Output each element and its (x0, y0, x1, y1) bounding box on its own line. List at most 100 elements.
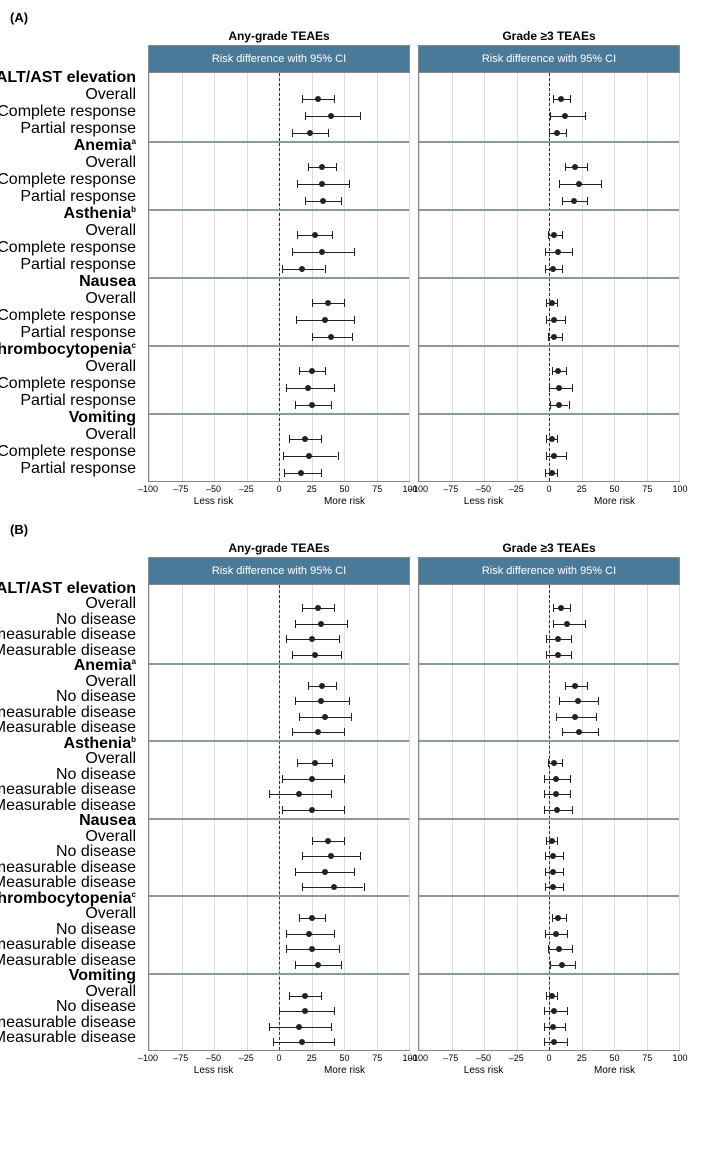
tick-label: 50 (609, 1053, 619, 1063)
axis-annot-more: More risk (324, 1065, 365, 1076)
forest-plot (418, 585, 680, 1051)
axis-annot-more: More risk (594, 1065, 635, 1076)
point-estimate (331, 884, 337, 890)
point-estimate (554, 807, 560, 813)
point-estimate (556, 385, 562, 391)
point-estimate (325, 300, 331, 306)
point-estimate (299, 1039, 305, 1045)
tick-label: –50 (206, 1053, 221, 1063)
tick-label: 25 (577, 1053, 587, 1063)
point-estimate (551, 1039, 557, 1045)
point-estimate (555, 636, 561, 642)
tick-label: 100 (672, 484, 687, 494)
panel-A: (A)ALT/AST elevationOverallComplete resp… (10, 10, 699, 510)
point-estimate (558, 96, 564, 102)
point-estimate (549, 838, 555, 844)
point-estimate (551, 760, 557, 766)
point-estimate (299, 266, 305, 272)
point-estimate (553, 776, 559, 782)
tick-label: –100 (408, 484, 428, 494)
point-estimate (575, 698, 581, 704)
point-estimate (296, 1024, 302, 1030)
row-label: Complete response (0, 240, 136, 256)
tick-label: –75 (173, 1053, 188, 1063)
point-estimate (555, 652, 561, 658)
axis-annot-more: More risk (324, 496, 365, 507)
point-estimate (559, 962, 565, 968)
ci-line (550, 116, 585, 117)
row-label: Overall (85, 291, 136, 307)
point-estimate (554, 130, 560, 136)
column-title: Any-grade TEAEs (148, 29, 410, 43)
point-estimate (306, 931, 312, 937)
row-label: Overall (85, 87, 136, 103)
axis-annot-less: Less risk (464, 1065, 503, 1076)
point-estimate (328, 113, 334, 119)
tick-label: 50 (339, 484, 349, 494)
point-estimate (558, 605, 564, 611)
point-estimate (551, 317, 557, 323)
point-estimate (551, 232, 557, 238)
point-estimate (564, 621, 570, 627)
point-estimate (302, 993, 308, 999)
point-estimate (315, 96, 321, 102)
point-estimate (312, 760, 318, 766)
tick-label: 100 (672, 1053, 687, 1063)
point-estimate (302, 436, 308, 442)
point-estimate (319, 164, 325, 170)
banner: Risk difference with 95% CI (418, 557, 680, 585)
row-label: Partial response (20, 189, 136, 205)
column-title: Grade ≥3 TEAEs (418, 29, 680, 43)
point-estimate (550, 266, 556, 272)
point-estimate (306, 453, 312, 459)
row-label: Complete response (0, 104, 136, 120)
row-label: Overall (85, 359, 136, 375)
point-estimate (550, 869, 556, 875)
point-estimate (550, 884, 556, 890)
point-estimate (319, 249, 325, 255)
point-estimate (325, 838, 331, 844)
tick-label: –50 (206, 484, 221, 494)
axis-annot-less: Less risk (464, 496, 503, 507)
group-title: Nausea (79, 274, 136, 290)
group-title: Vomiting (69, 410, 136, 426)
point-estimate (553, 931, 559, 937)
tick-label: 25 (307, 1053, 317, 1063)
point-estimate (555, 368, 561, 374)
tick-label: –100 (138, 1053, 158, 1063)
row-label: Partial response (20, 393, 136, 409)
row-label: Partial response (20, 257, 136, 273)
row-label: Complete response (0, 376, 136, 392)
point-estimate (309, 368, 315, 374)
point-estimate (309, 807, 315, 813)
point-estimate (322, 869, 328, 875)
point-estimate (551, 334, 557, 340)
tick-label: 25 (577, 484, 587, 494)
point-estimate (576, 729, 582, 735)
point-estimate (312, 652, 318, 658)
point-estimate (550, 853, 556, 859)
point-estimate (571, 198, 577, 204)
forest-plot (148, 585, 410, 1051)
forest-plot (418, 73, 680, 482)
point-estimate (296, 791, 302, 797)
banner: Risk difference with 95% CI (148, 45, 410, 73)
point-estimate (305, 385, 311, 391)
axis-annot-less: Less risk (194, 496, 233, 507)
tick-label: 0 (276, 1053, 281, 1063)
point-estimate (572, 164, 578, 170)
point-estimate (309, 915, 315, 921)
tick-label: 50 (339, 1053, 349, 1063)
point-estimate (556, 946, 562, 952)
point-estimate (549, 470, 555, 476)
point-estimate (328, 334, 334, 340)
banner: Risk difference with 95% CI (418, 45, 680, 73)
row-label: Measurable disease (0, 1030, 136, 1046)
point-estimate (572, 683, 578, 689)
tick-label: 75 (372, 484, 382, 494)
point-estimate (298, 470, 304, 476)
row-label: Overall (85, 155, 136, 171)
row-label: Partial response (20, 325, 136, 341)
point-estimate (562, 113, 568, 119)
point-estimate (322, 317, 328, 323)
